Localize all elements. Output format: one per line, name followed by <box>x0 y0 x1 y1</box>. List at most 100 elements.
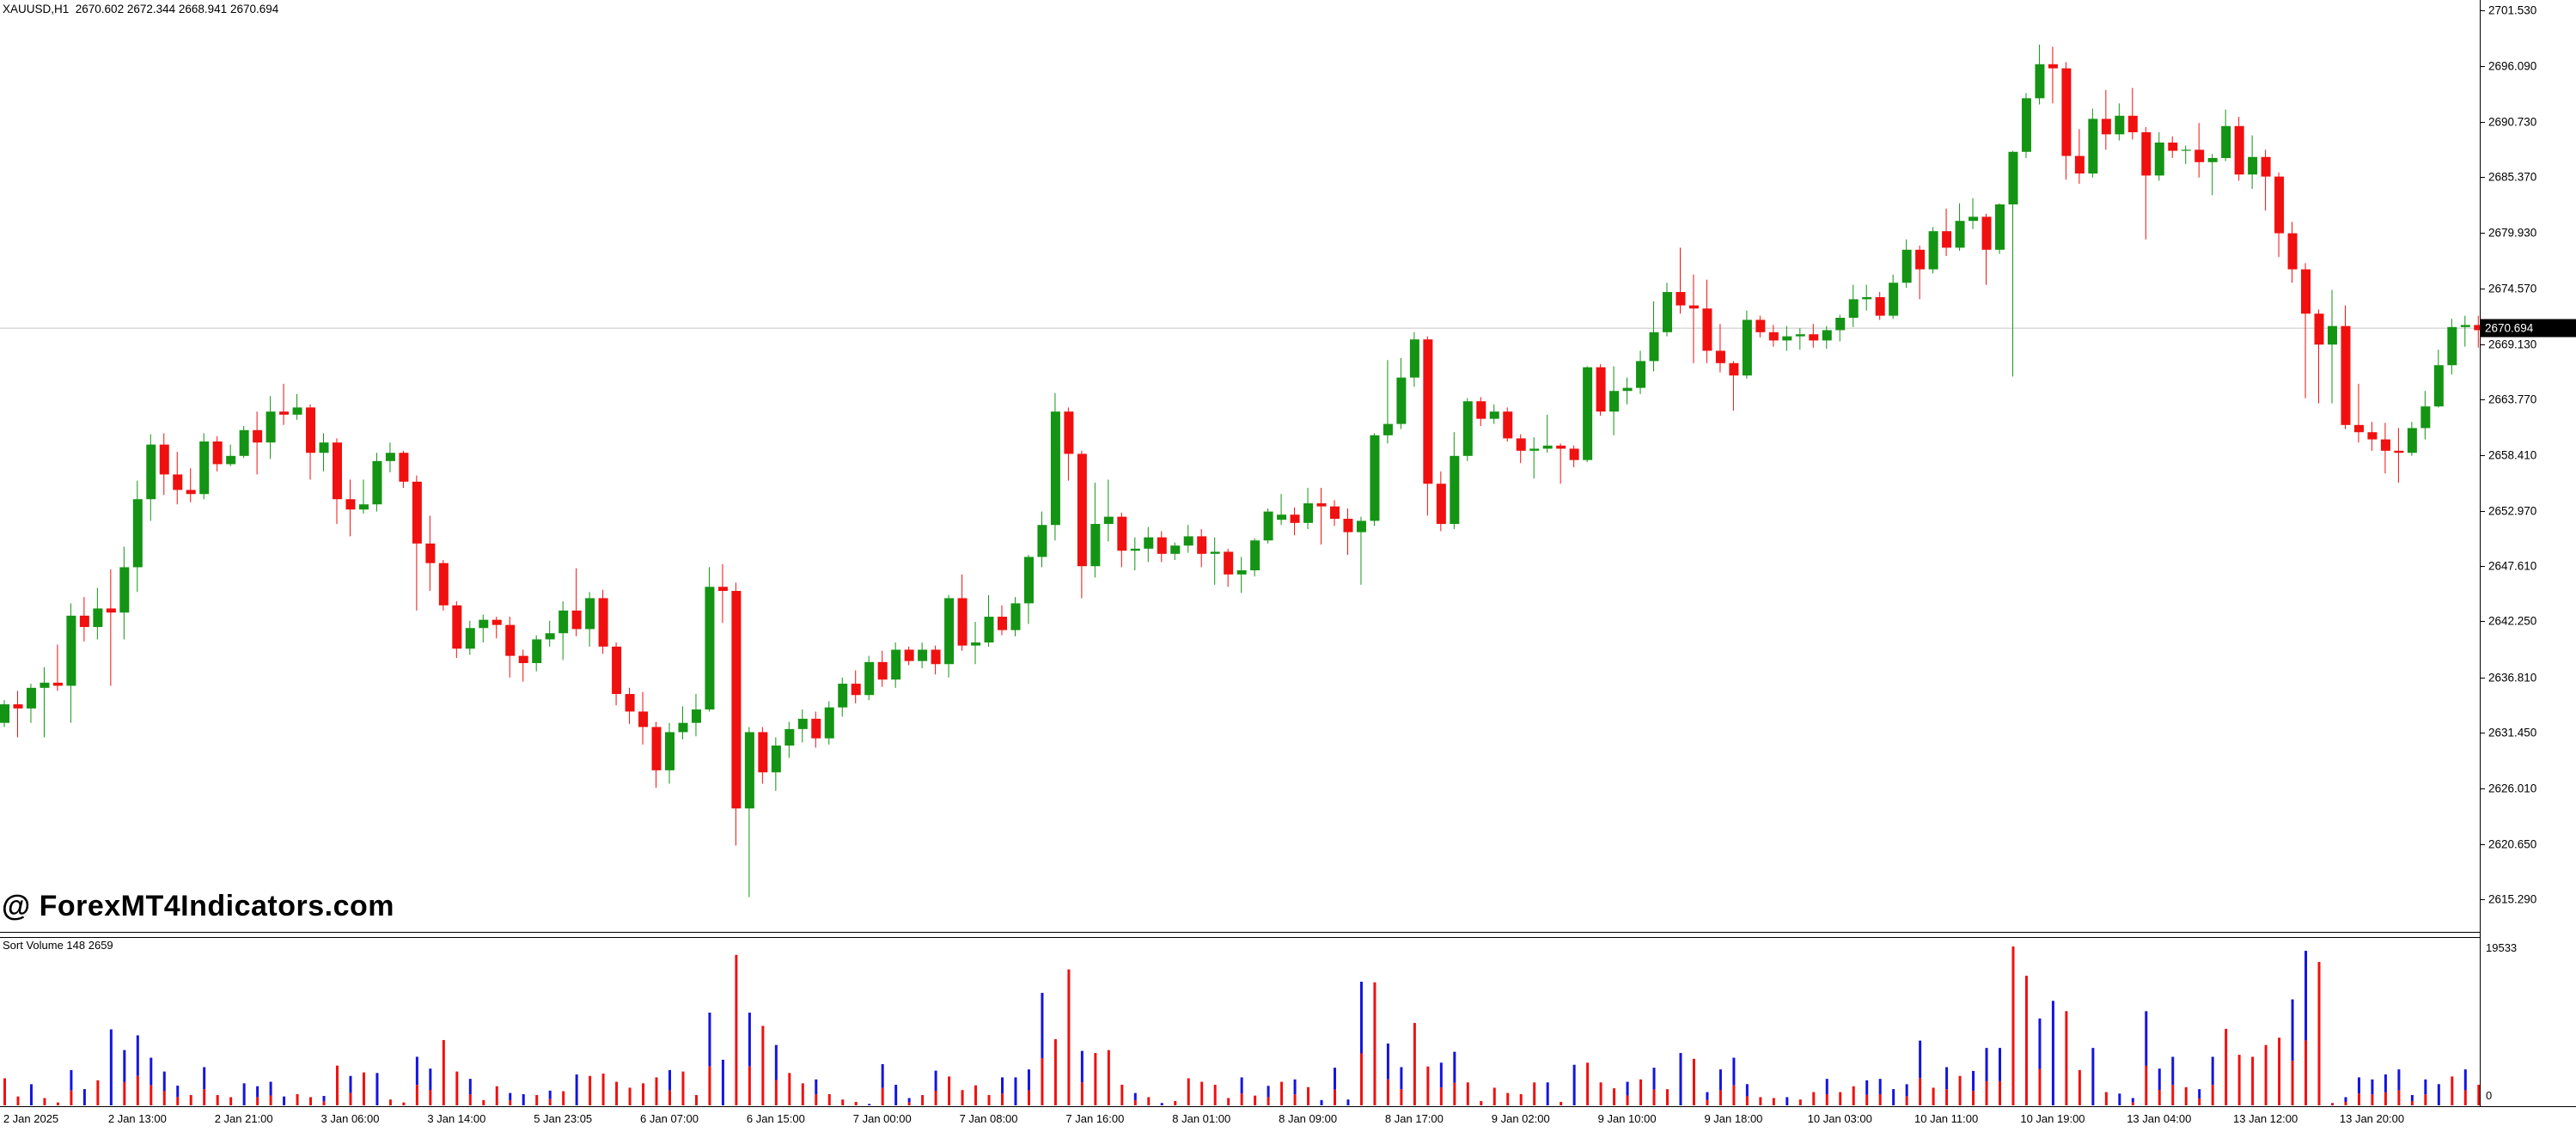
volume-bar-red <box>56 1102 59 1105</box>
volume-bar-red <box>1480 1100 1483 1105</box>
candle-body-up <box>691 709 701 723</box>
volume-bar-blue <box>1785 1097 1789 1105</box>
candle-body-up <box>319 442 329 453</box>
price-axis[interactable]: 2701.530 2696.090 2690.730 2685.370 2679.930… <box>2481 0 2576 932</box>
volume-bar-blue <box>708 1013 711 1067</box>
candle-body-up <box>971 642 981 646</box>
price-tick <box>2481 510 2485 512</box>
volume-bar-red <box>229 1097 233 1105</box>
price-tick-label: 2615.290 <box>2488 892 2537 906</box>
volume-bar-red <box>2158 1090 2161 1105</box>
volume-bar-red <box>1200 1081 1204 1105</box>
volume-bar-red <box>2264 1044 2268 1105</box>
candle-body-up <box>1928 231 1938 270</box>
volume-bar-red <box>1053 1038 1057 1105</box>
volume-bar-red <box>509 1099 512 1105</box>
volume-bar-red <box>907 1102 911 1105</box>
candle-body-up <box>2460 325 2470 327</box>
volume-bar-red <box>2410 1100 2414 1105</box>
volume-bar-blue <box>349 1075 352 1093</box>
volume-bar-blue <box>2118 1093 2121 1105</box>
volume-bar-red <box>1466 1082 1469 1105</box>
volume-bar-red <box>203 1089 206 1105</box>
volume-bar-red <box>735 954 738 1105</box>
candle-body-down <box>438 563 449 606</box>
candle-body-down <box>1809 334 1819 341</box>
candle-body-up <box>26 687 36 709</box>
candle-body-up <box>2248 156 2258 175</box>
price-tick-label: 2696.090 <box>2488 59 2537 73</box>
volume-bar-red <box>442 1039 445 1105</box>
candle-body-down <box>2474 325 2480 331</box>
volume-bar-red <box>1213 1085 1217 1105</box>
candle-body-down <box>159 444 169 475</box>
volume-bar-red <box>1001 1093 1004 1105</box>
time-label: 3 Jan 14:00 <box>427 1112 486 1125</box>
candle-body-down <box>1981 216 1992 250</box>
candle-body-down <box>2341 326 2351 425</box>
volume-bar-red <box>1453 1082 1456 1105</box>
candle-body-down <box>1503 411 1513 439</box>
panel-separator[interactable] <box>0 932 2480 938</box>
candle-body-up <box>2088 119 2098 173</box>
candle-body-up <box>1583 367 1593 460</box>
candle-body-up <box>918 649 928 661</box>
volume-bar-red <box>2278 1038 2281 1105</box>
volume-bar-red <box>1240 1093 1243 1105</box>
volume-bar-red <box>1772 1098 1775 1105</box>
volume-bar-red <box>1227 1098 1230 1105</box>
candle-body-down <box>1755 319 1766 332</box>
volume-bar-blue <box>1825 1079 1828 1095</box>
candle-body-down <box>1117 516 1127 551</box>
volume-bar-red <box>1439 1087 1443 1105</box>
volume-bar-red <box>189 1094 192 1105</box>
candle-body-down <box>52 682 63 686</box>
candle-body-down <box>598 598 608 647</box>
volume-bar-blue <box>1546 1082 1549 1105</box>
candle-body-down <box>904 649 914 661</box>
volume-bar-red <box>150 1085 153 1105</box>
volume-bar-red <box>309 1097 313 1105</box>
volume-bar-blue <box>1027 1069 1030 1091</box>
candle-body-up <box>1303 503 1314 523</box>
volume-bar-blue <box>2463 1069 2467 1091</box>
candlestick-chart-area[interactable] <box>0 0 2480 932</box>
price-tick <box>2481 399 2485 401</box>
candle-body-up <box>199 441 210 495</box>
candle-body-down <box>651 727 662 770</box>
candle-body-up <box>1144 537 1154 549</box>
candle-body-up <box>1356 520 1366 532</box>
volume-bar-blue <box>1972 1070 1975 1092</box>
volume-bar-red <box>961 1090 964 1105</box>
volume-bar-blue <box>1679 1053 1682 1105</box>
candle-body-down <box>412 481 422 544</box>
volume-bar-blue <box>2038 1018 2042 1069</box>
volume-bar-red <box>2065 1011 2068 1105</box>
candle-body-up <box>119 567 130 613</box>
volume-indicator-panel[interactable] <box>0 936 2480 1106</box>
volume-bar-blue <box>2158 1068 2161 1091</box>
volume-bar-blue <box>2198 1089 2201 1099</box>
candle-body-down <box>2194 149 2205 162</box>
time-axis[interactable]: 2 Jan 2025 2 Jan 13:00 2 Jan 21:00 3 Jan 06… <box>0 1107 2576 1138</box>
candle-body-down <box>212 441 223 465</box>
volume-bar-red <box>1386 1079 1389 1105</box>
candle-body-down <box>1197 536 1207 554</box>
volume-bar-red <box>2211 1085 2214 1105</box>
volume-bar-blue <box>1905 1084 1908 1097</box>
candle-body-up <box>1663 291 1672 332</box>
price-tick-label: 2701.530 <box>2488 3 2537 17</box>
time-label: 7 Jan 16:00 <box>1065 1112 1125 1125</box>
volume-bar-blue <box>2357 1077 2360 1094</box>
volume-bar-blue <box>2051 1001 2054 1105</box>
candle-body-down <box>2367 432 2378 440</box>
candle-body-up <box>2008 151 2018 204</box>
volume-bar-red <box>1639 1079 1643 1105</box>
candle-body-up <box>678 722 688 733</box>
volume-bar-blue <box>1985 1048 1988 1081</box>
candle-body-up <box>1901 249 1912 283</box>
volume-bar-blue <box>934 1070 937 1092</box>
volume-bar-blue <box>1080 1050 1084 1083</box>
candle-body-down <box>306 407 316 453</box>
price-tick-label: 2652.970 <box>2488 504 2537 518</box>
